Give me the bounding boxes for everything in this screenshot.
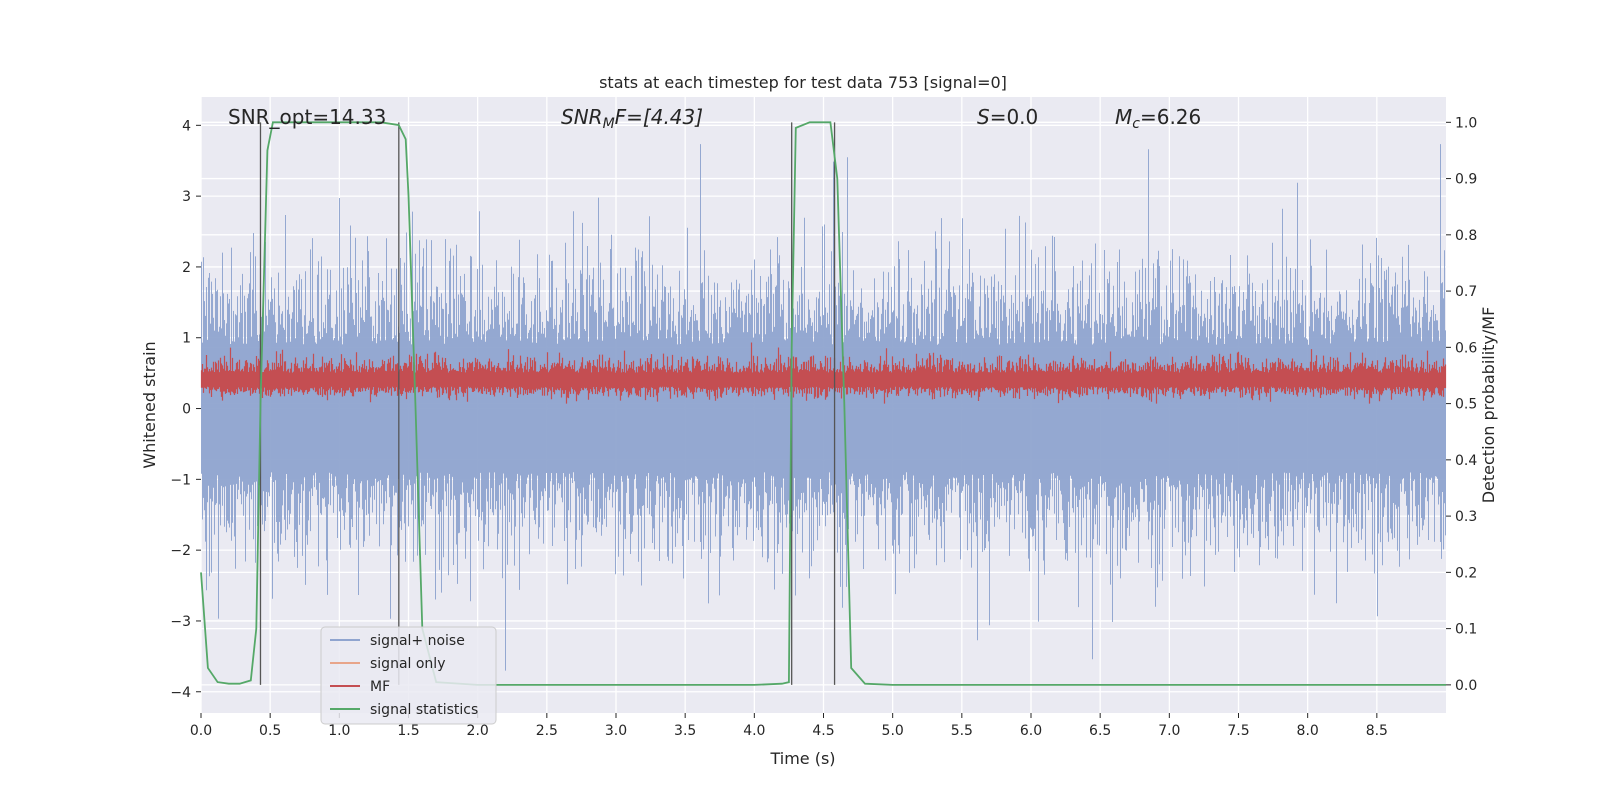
legend-box	[320, 626, 497, 725]
x-tick-label: 1.5	[397, 723, 419, 739]
y-right-tick-label: 0.9	[1455, 172, 1477, 188]
y-left-tick-label: −3	[170, 614, 191, 630]
x-tick-label: 5.0	[882, 723, 904, 739]
y-right-tick-label: 0.1	[1455, 622, 1477, 638]
y-left-tick-label: 0	[182, 402, 191, 418]
annotation-snr-opt: SNR_opt=14.33	[228, 105, 386, 129]
chart-title: stats at each timestep for test data 753…	[599, 73, 1007, 92]
y-right-tick-label: 0.7	[1455, 284, 1477, 300]
x-tick-label: 7.0	[1158, 723, 1180, 739]
x-tick-label: 8.5	[1366, 723, 1388, 739]
legend-label-signal-statistics: signal statistics	[370, 702, 478, 718]
mf-line	[200, 342, 1447, 404]
y-right-tick-label: 0.5	[1455, 397, 1477, 413]
x-tick-label: 6.5	[1089, 723, 1111, 739]
x-tick-label: 8.0	[1297, 723, 1319, 739]
axes: 0.0 0.5 1.0 1.5 2.0 2.5 3.0 3.5 4.0 4.5 5.0 5.5 6.0 6…	[170, 115, 1477, 739]
x-tick-label: 1.0	[328, 723, 350, 739]
x-tick-label: 7.5	[1227, 723, 1249, 739]
x-tick-label: 2.0	[467, 723, 489, 739]
legend: signal+ noise signal only MF signal stat…	[320, 626, 497, 725]
y-right-tick-label: 0.6	[1455, 340, 1477, 356]
y-left-tick-label: −1	[170, 472, 191, 488]
legend-label-mf: MF	[370, 679, 390, 695]
x-axis-label: Time (s)	[769, 749, 835, 768]
x-tick-label: 4.0	[743, 723, 765, 739]
y-right-tick-label: 0.2	[1455, 565, 1477, 581]
y-right-tick-label: 0.8	[1455, 228, 1477, 244]
y-right-tick-label: 0.0	[1455, 678, 1477, 694]
y-right-tick-label: 0.4	[1455, 453, 1477, 469]
x-tick-label: 3.0	[605, 723, 627, 739]
legend-label-signal-noise: signal+ noise	[370, 633, 465, 649]
annotation-snr-mf: SNRMF=[4.43]	[561, 105, 703, 132]
x-tick-label: 0.0	[190, 723, 212, 739]
annotation-mc: Mc=6.26	[1115, 105, 1201, 132]
y-left-tick-label: −4	[170, 685, 191, 701]
y-axis-label-left: Whitened strain	[140, 341, 159, 468]
y-left-tick-label: 3	[182, 189, 191, 205]
annotation-s: S=0.0	[977, 105, 1038, 129]
y-axis-label-right: Detection probability/MF	[1479, 307, 1498, 504]
y-right-tick-label: 0.3	[1455, 509, 1477, 525]
x-tick-label: 6.0	[1020, 723, 1042, 739]
x-tick-label: 5.5	[951, 723, 973, 739]
x-tick-label: 2.5	[536, 723, 558, 739]
x-tick-label: 4.5	[812, 723, 834, 739]
signal-statistics-line	[200, 121, 1446, 686]
y-left-tick-label: 2	[182, 260, 191, 276]
legend-label-signal-only: signal only	[370, 656, 445, 672]
mf-series	[200, 342, 1447, 404]
x-tick-label: 3.5	[674, 723, 696, 739]
signal-statistics-series	[200, 121, 1446, 686]
y-left-tick-label: 1	[182, 331, 191, 347]
y-left-tick-label: −2	[170, 543, 191, 559]
x-tick-label: 0.5	[259, 723, 281, 739]
y-right-tick-label: 1.0	[1455, 115, 1477, 131]
y-left-tick-label: 4	[182, 118, 191, 134]
